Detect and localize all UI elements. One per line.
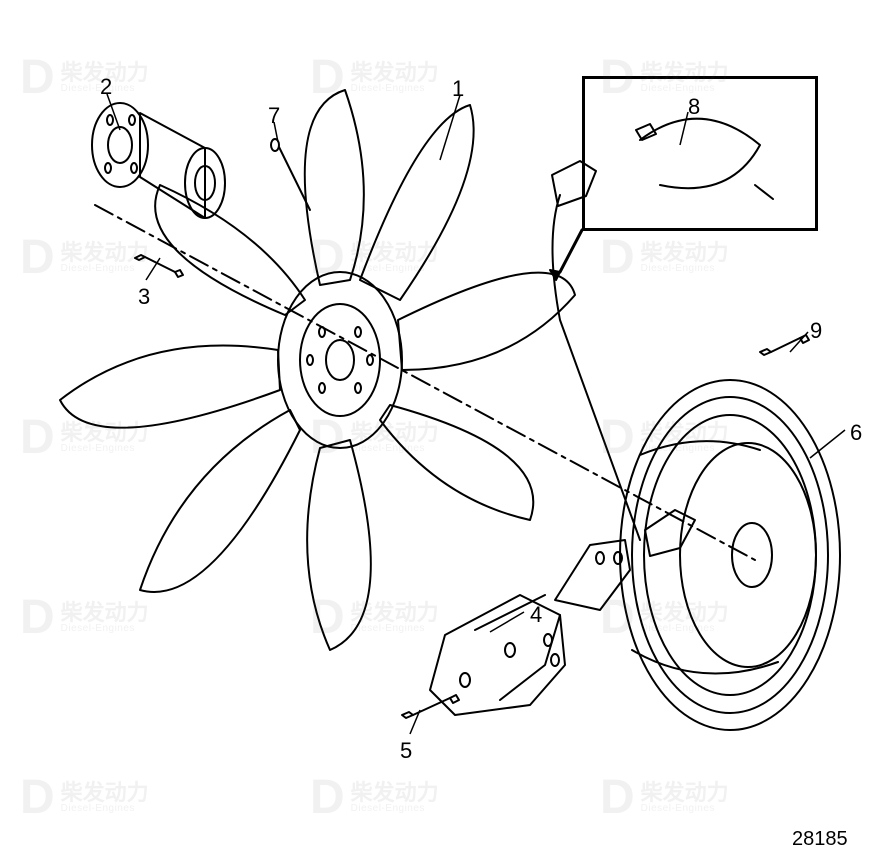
- drawing-number: 28185: [792, 828, 848, 851]
- exploded-diagram: 1 2 3 4 5 6 7 8 9 28185 D柴发动力Diesel-Engi…: [0, 0, 890, 861]
- leader-lines: [0, 0, 890, 861]
